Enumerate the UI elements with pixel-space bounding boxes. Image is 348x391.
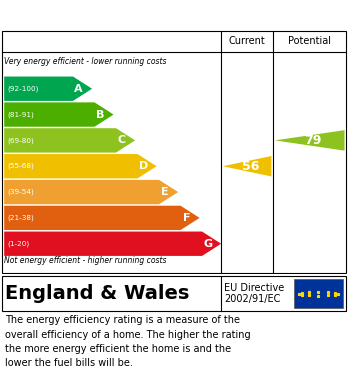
Text: (1-20): (1-20) [8, 240, 30, 247]
Text: (55-68): (55-68) [8, 163, 34, 169]
Text: Potential: Potential [288, 36, 331, 46]
Text: Very energy efficient - lower running costs: Very energy efficient - lower running co… [4, 57, 167, 66]
Text: 2002/91/EC: 2002/91/EC [224, 294, 281, 304]
Text: E: E [161, 187, 168, 197]
Polygon shape [4, 154, 157, 178]
Text: C: C [118, 135, 126, 145]
Text: England & Wales: England & Wales [5, 284, 190, 303]
Text: A: A [74, 84, 83, 94]
Polygon shape [223, 156, 271, 176]
Text: The energy efficiency rating is a measure of the
overall efficiency of a home. T: The energy efficiency rating is a measur… [5, 315, 251, 368]
Text: D: D [139, 161, 148, 171]
Text: (92-100): (92-100) [8, 86, 39, 92]
Text: G: G [203, 239, 212, 249]
Text: (39-54): (39-54) [8, 189, 34, 196]
Polygon shape [275, 130, 345, 151]
Text: 56: 56 [242, 160, 259, 173]
Polygon shape [4, 102, 113, 127]
Polygon shape [4, 231, 221, 256]
Text: Not energy efficient - higher running costs: Not energy efficient - higher running co… [4, 256, 167, 265]
Polygon shape [4, 206, 200, 230]
Text: F: F [182, 213, 190, 223]
Text: Current: Current [229, 36, 266, 46]
Polygon shape [4, 77, 92, 101]
Text: B: B [96, 109, 104, 120]
Text: Energy Efficiency Rating: Energy Efficiency Rating [50, 6, 298, 24]
Text: 79: 79 [304, 134, 322, 147]
Text: (69-80): (69-80) [8, 137, 34, 143]
Text: EU Directive: EU Directive [224, 283, 285, 293]
Text: (21-38): (21-38) [8, 215, 34, 221]
Text: (81-91): (81-91) [8, 111, 34, 118]
Bar [294, 279, 343, 308]
Polygon shape [4, 128, 135, 152]
Polygon shape [4, 180, 178, 204]
